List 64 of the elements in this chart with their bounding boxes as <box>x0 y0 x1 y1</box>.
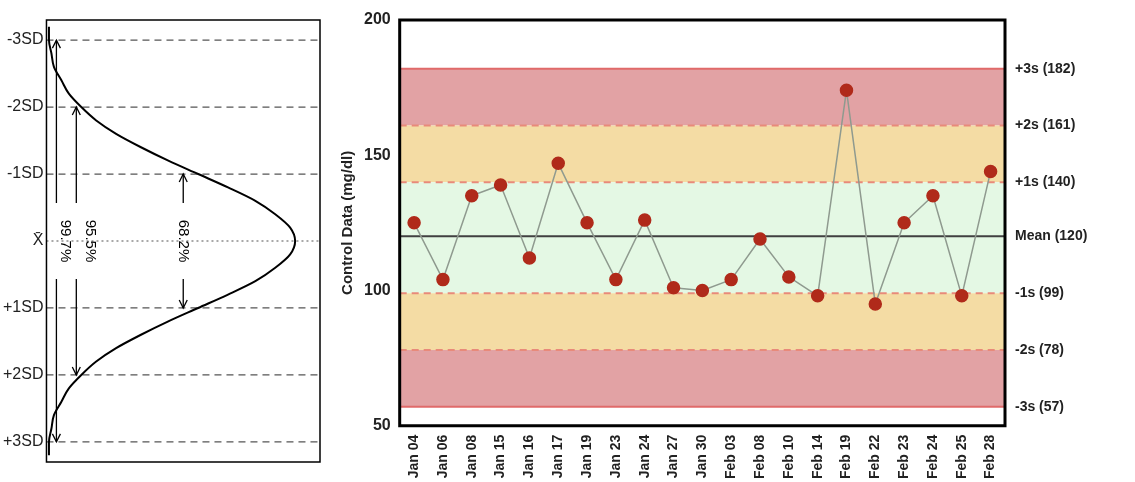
y-axis-title: Control Data (mg/dl) <box>338 150 356 295</box>
point <box>493 178 508 192</box>
x-tick-label: Jan 06 <box>433 434 450 479</box>
y-tick-label: -1SD <box>7 164 44 182</box>
y-tick-label: -3SD <box>7 30 44 48</box>
point <box>522 251 537 265</box>
point <box>666 280 681 295</box>
annotation: 68.2% <box>176 219 194 263</box>
point <box>753 232 767 246</box>
point <box>724 272 738 287</box>
annotation: 95.5% <box>83 219 101 263</box>
point <box>897 216 911 230</box>
point <box>955 289 969 303</box>
ref-line-label: -2s (78) <box>1015 340 1065 357</box>
x-tick-label: Jan 24 <box>635 434 652 479</box>
point <box>782 270 796 284</box>
y-tick-label: 100 <box>363 280 391 298</box>
point <box>465 189 479 203</box>
ref-line-label: -3s (57) <box>1015 397 1065 414</box>
x-tick-label: Feb 10 <box>779 434 796 480</box>
point <box>551 156 565 171</box>
point <box>868 297 883 311</box>
point <box>926 189 940 203</box>
x-tick-label: Feb 08 <box>750 434 767 480</box>
y-tick-label: 200 <box>363 10 391 28</box>
x-tick-label: Feb 28 <box>981 434 998 480</box>
x-tick-label: Feb 24 <box>923 434 940 480</box>
x-tick-label: Jan 17 <box>549 434 566 479</box>
point <box>839 83 854 98</box>
x-tick-label: Jan 27 <box>664 434 681 479</box>
y-tick-label: 50 <box>372 416 391 434</box>
y-tick-label: 150 <box>363 145 391 163</box>
ref-line-label: +1s (140) <box>1015 173 1076 190</box>
x-tick-label: Feb 03 <box>722 434 739 480</box>
x-tick-label: Feb 22 <box>866 434 883 480</box>
ref-line-label: -1s (99) <box>1015 284 1065 300</box>
point <box>695 283 710 298</box>
x-tick-label: Jan 30 <box>693 434 710 479</box>
y-tick-label: +3SD <box>3 432 44 450</box>
y-tick-label: +2SD <box>3 365 44 383</box>
point <box>436 272 450 287</box>
ref-line-label: Mean (120) <box>1015 227 1088 244</box>
point <box>983 164 998 179</box>
x-tick-label: Jan 16 <box>520 434 537 479</box>
point <box>407 216 421 230</box>
x-tick-label: Feb 14 <box>808 434 825 480</box>
x-tick-label: Feb 25 <box>952 434 969 480</box>
annotation: 99.7% <box>58 219 76 263</box>
y-tick-label: +1SD <box>3 298 44 316</box>
y-tick-label: -2SD <box>7 97 44 115</box>
x-tick-label: Feb 23 <box>894 434 911 480</box>
x-tick-label: Jan 08 <box>462 434 479 479</box>
ref-line-label: +2s (161) <box>1015 116 1076 133</box>
x-tick-label: Jan 23 <box>606 434 623 479</box>
x-tick-label: Jan 15 <box>491 434 508 479</box>
x-tick-label: Jan 04 <box>404 434 421 479</box>
x-tick-label: Feb 19 <box>837 434 854 480</box>
ref-line-label: +3s (182) <box>1015 59 1076 76</box>
point <box>637 213 652 227</box>
point <box>810 289 825 303</box>
point <box>580 216 594 230</box>
point <box>609 272 623 287</box>
y-tick-label: X̄ <box>32 231 44 249</box>
x-tick-label: Jan 19 <box>577 434 594 479</box>
